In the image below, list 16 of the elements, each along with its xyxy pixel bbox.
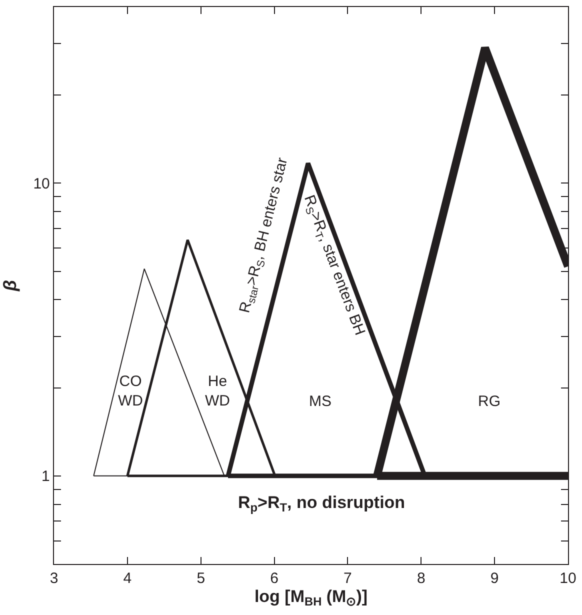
x-axis-title: log [M$_{BH}$ (M$_{⊙}$)] <box>254 587 368 609</box>
y-axis-title: β <box>0 280 20 292</box>
annotation: He WD <box>205 373 230 410</box>
x-tick-label: 4 <box>123 570 132 588</box>
annotation: CO WD <box>118 373 144 410</box>
x-tick-label: 6 <box>270 570 278 588</box>
x-tick-label: 9 <box>490 570 499 588</box>
x-tick-label: 7 <box>344 570 352 588</box>
x-tick-label: 10 <box>560 570 576 588</box>
annotation: RG <box>478 393 500 410</box>
y-tick-label: 1 <box>42 468 50 486</box>
x-tick-label: 5 <box>196 570 206 588</box>
x-tick-label: 8 <box>416 570 426 588</box>
annotation: MS <box>309 393 332 410</box>
x-tick-label: 3 <box>50 570 58 588</box>
annotation: R$_{p}$>R$_{T}$, no disruption <box>238 493 406 515</box>
